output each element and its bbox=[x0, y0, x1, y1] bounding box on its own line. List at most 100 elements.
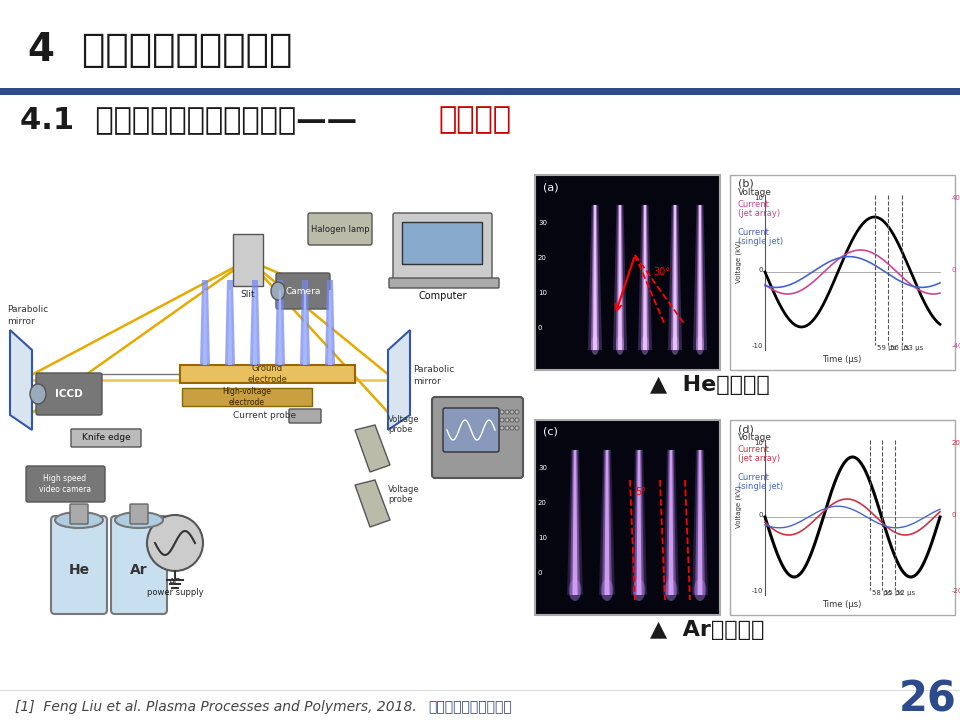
Text: Voltage: Voltage bbox=[738, 433, 772, 442]
Text: mirror: mirror bbox=[413, 377, 441, 387]
Ellipse shape bbox=[601, 579, 613, 601]
Text: 0: 0 bbox=[538, 325, 542, 331]
Polygon shape bbox=[638, 205, 652, 350]
Text: 4.1  射流阵列均匀性影响因素——: 4.1 射流阵列均匀性影响因素—— bbox=[20, 106, 357, 135]
Polygon shape bbox=[631, 450, 647, 595]
Polygon shape bbox=[695, 450, 705, 595]
Polygon shape bbox=[225, 280, 235, 365]
FancyBboxPatch shape bbox=[432, 397, 523, 478]
Text: 0: 0 bbox=[952, 512, 956, 518]
FancyBboxPatch shape bbox=[443, 408, 499, 452]
Polygon shape bbox=[588, 205, 602, 350]
Text: Voltage: Voltage bbox=[388, 485, 420, 495]
Text: 10: 10 bbox=[538, 535, 547, 541]
Text: 20: 20 bbox=[538, 500, 547, 506]
Polygon shape bbox=[643, 205, 647, 350]
Polygon shape bbox=[599, 450, 615, 595]
Ellipse shape bbox=[694, 579, 707, 601]
FancyBboxPatch shape bbox=[535, 175, 720, 370]
Text: Current: Current bbox=[738, 473, 770, 482]
Text: Voltage: Voltage bbox=[388, 415, 420, 425]
Polygon shape bbox=[567, 450, 583, 595]
Text: probe: probe bbox=[388, 495, 413, 505]
Text: Camera: Camera bbox=[285, 287, 321, 295]
Text: Time (μs): Time (μs) bbox=[823, 355, 862, 364]
Text: 0: 0 bbox=[952, 267, 956, 273]
Text: Time (μs): Time (μs) bbox=[823, 600, 862, 609]
Polygon shape bbox=[355, 480, 390, 527]
Text: ICCD: ICCD bbox=[55, 389, 83, 399]
Text: 40: 40 bbox=[952, 195, 960, 201]
Polygon shape bbox=[636, 450, 641, 595]
Polygon shape bbox=[325, 280, 335, 365]
Polygon shape bbox=[228, 290, 232, 365]
Polygon shape bbox=[671, 205, 679, 350]
Text: (single jet): (single jet) bbox=[738, 482, 783, 491]
Polygon shape bbox=[666, 450, 676, 595]
Polygon shape bbox=[591, 205, 599, 350]
FancyBboxPatch shape bbox=[393, 213, 492, 282]
Polygon shape bbox=[605, 450, 610, 595]
Text: 58 μs: 58 μs bbox=[872, 590, 891, 596]
Circle shape bbox=[505, 410, 509, 414]
Text: 0: 0 bbox=[758, 512, 763, 518]
Polygon shape bbox=[303, 290, 307, 365]
Polygon shape bbox=[570, 450, 580, 595]
Polygon shape bbox=[593, 205, 597, 350]
Polygon shape bbox=[250, 280, 260, 365]
Polygon shape bbox=[692, 450, 708, 595]
FancyBboxPatch shape bbox=[308, 213, 372, 245]
FancyBboxPatch shape bbox=[402, 222, 482, 264]
Text: Voltage (kV): Voltage (kV) bbox=[735, 240, 741, 284]
Polygon shape bbox=[203, 290, 207, 365]
Ellipse shape bbox=[633, 579, 645, 601]
Polygon shape bbox=[602, 450, 612, 595]
Text: Voltage: Voltage bbox=[738, 188, 772, 197]
FancyBboxPatch shape bbox=[36, 373, 102, 415]
Text: ▲  He射流阵列: ▲ He射流阵列 bbox=[650, 375, 770, 395]
FancyBboxPatch shape bbox=[233, 234, 263, 286]
Text: -10: -10 bbox=[752, 588, 763, 594]
Text: Current: Current bbox=[738, 445, 770, 454]
Circle shape bbox=[515, 426, 519, 430]
FancyBboxPatch shape bbox=[130, 504, 148, 524]
Text: 0: 0 bbox=[538, 570, 542, 576]
Text: (d): (d) bbox=[738, 424, 754, 434]
Text: Current: Current bbox=[738, 200, 770, 209]
Ellipse shape bbox=[55, 512, 103, 528]
Circle shape bbox=[510, 426, 514, 430]
Ellipse shape bbox=[591, 335, 599, 355]
Text: Voltage (kV): Voltage (kV) bbox=[735, 485, 741, 528]
Text: 10: 10 bbox=[754, 195, 763, 201]
Text: Halogen lamp: Halogen lamp bbox=[311, 225, 370, 233]
FancyBboxPatch shape bbox=[5, 155, 520, 640]
Text: (c): (c) bbox=[543, 427, 558, 437]
Polygon shape bbox=[693, 205, 707, 350]
Circle shape bbox=[510, 410, 514, 414]
Text: (jet array): (jet array) bbox=[738, 454, 780, 463]
Text: -10: -10 bbox=[752, 343, 763, 349]
Text: High-voltage
electrode: High-voltage electrode bbox=[223, 387, 272, 407]
Text: Computer: Computer bbox=[419, 291, 468, 301]
Text: (single jet): (single jet) bbox=[738, 237, 783, 246]
Polygon shape bbox=[668, 450, 674, 595]
Polygon shape bbox=[663, 450, 679, 595]
Polygon shape bbox=[613, 205, 627, 350]
Polygon shape bbox=[278, 290, 282, 365]
Text: 0: 0 bbox=[758, 267, 763, 273]
Polygon shape bbox=[698, 205, 702, 350]
Text: ▲  Ar射流阵列: ▲ Ar射流阵列 bbox=[650, 620, 764, 640]
Text: 200: 200 bbox=[952, 440, 960, 446]
Ellipse shape bbox=[641, 335, 649, 355]
Text: mirror: mirror bbox=[7, 318, 35, 326]
Text: probe: probe bbox=[388, 426, 413, 434]
Polygon shape bbox=[641, 205, 649, 350]
Text: power supply: power supply bbox=[147, 588, 204, 597]
Circle shape bbox=[500, 418, 504, 422]
Text: 30: 30 bbox=[538, 220, 547, 226]
Polygon shape bbox=[696, 205, 704, 350]
Text: (jet array): (jet array) bbox=[738, 209, 780, 218]
Text: 10: 10 bbox=[538, 290, 547, 296]
Polygon shape bbox=[634, 450, 644, 595]
Ellipse shape bbox=[616, 335, 624, 355]
